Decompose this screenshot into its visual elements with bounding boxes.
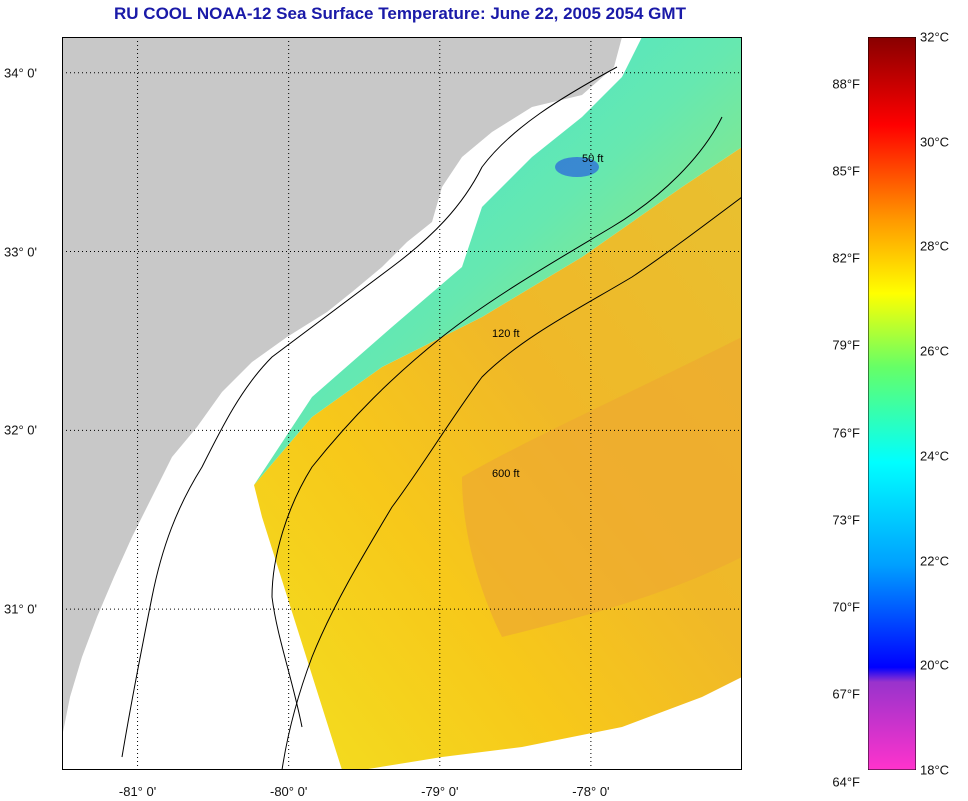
colorbar [868,37,916,770]
gulf-stream-core [462,337,742,637]
fahrenheit-label: 88°F [832,76,860,92]
cold-patch [555,157,599,177]
fahrenheit-label: 73°F [832,512,860,528]
fahrenheit-label: 64°F [832,774,860,790]
contour-label: 600 ft [492,468,520,480]
contour-600ft [281,196,742,770]
celsius-label: 30°C [920,134,950,150]
celsius-label: 32°C [920,29,950,45]
fahrenheit-label: 79°F [832,337,860,353]
celsius-label: 20°C [920,657,950,673]
lon-tick-label: -78° 0' [572,784,610,799]
fahrenheit-label: 70°F [832,599,860,615]
sst-map: 50 ft 120 ft 600 ft [62,37,742,770]
celsius-label: 28°C [920,238,950,254]
gridlines: 50 ft 120 ft 600 ft [62,37,742,770]
contour-label: 50 ft [582,153,603,165]
celsius-label: 18°C [920,762,950,778]
colorbar-gradient [868,37,916,770]
contour-50ft [121,66,618,758]
lat-tick-label: 32° 0' [4,422,37,438]
lat-tick-label: 34° 0' [4,65,37,81]
fahrenheit-label: 85°F [832,163,860,179]
contour-120ft [271,116,723,728]
lon-tick-label: -79° 0' [421,784,459,799]
lon-tick-label: -81° 0' [118,784,157,799]
lon-tick-label: -80° 0' [270,784,308,799]
fahrenheit-label: 82°F [832,250,860,266]
fahrenheit-label: 76°F [832,425,860,441]
contour-label: 120 ft [492,328,520,340]
celsius-label: 24°C [920,448,950,464]
lat-tick-label: 33° 0' [4,244,37,260]
celsius-label: 22°C [920,553,950,569]
fahrenheit-label: 67°F [832,686,860,702]
lat-tick-label: 31° 0' [4,601,37,617]
map-title: RU COOL NOAA-12 Sea Surface Temperature:… [114,4,686,23]
map-border [62,37,742,770]
sst-cool-region [254,37,742,485]
celsius-label: 26°C [920,343,950,359]
land-mass [62,37,622,737]
